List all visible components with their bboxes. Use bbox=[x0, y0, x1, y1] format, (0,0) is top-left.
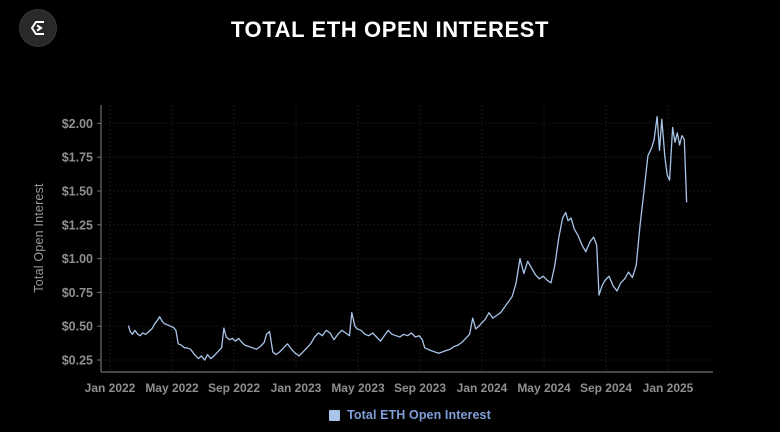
legend-item-total-eth-open-interest[interactable]: Total ETH Open Interest bbox=[329, 408, 491, 422]
y-tick-label: $0.50 bbox=[62, 320, 93, 334]
x-tick-label: Sep 2024 bbox=[580, 381, 632, 395]
y-tick-label: $0.25 bbox=[62, 354, 93, 368]
x-tick-label: Jan 2023 bbox=[271, 381, 322, 395]
page-title: TOTAL ETH OPEN INTEREST bbox=[230, 17, 550, 42]
chart-legend: Total ETH Open Interest bbox=[0, 408, 780, 422]
y-tick-label: $1.00 bbox=[62, 252, 93, 266]
series-line-total-eth-open-interest bbox=[127, 115, 688, 361]
y-tick-label: $1.75 bbox=[62, 151, 93, 165]
app-logo-button[interactable] bbox=[19, 9, 57, 47]
y-tick-label: $2.00 bbox=[62, 117, 93, 131]
y-tick-label: $1.25 bbox=[62, 218, 93, 232]
sigma-logo-icon bbox=[30, 21, 44, 35]
x-tick-label: Sep 2023 bbox=[394, 381, 446, 395]
x-tick-label: Jan 2022 bbox=[85, 381, 136, 395]
x-tick-label: Jan 2025 bbox=[643, 381, 694, 395]
y-tick-label: $1.50 bbox=[62, 185, 93, 199]
x-tick-label: Jan 2024 bbox=[457, 381, 508, 395]
x-tick-label: May 2024 bbox=[517, 381, 571, 395]
y-tick-label: $0.75 bbox=[62, 286, 93, 300]
x-tick-label: May 2022 bbox=[145, 381, 199, 395]
legend-label: Total ETH Open Interest bbox=[347, 408, 491, 422]
x-tick-label: May 2023 bbox=[331, 381, 385, 395]
x-tick-label: Sep 2022 bbox=[208, 381, 260, 395]
legend-swatch-icon bbox=[329, 409, 341, 421]
